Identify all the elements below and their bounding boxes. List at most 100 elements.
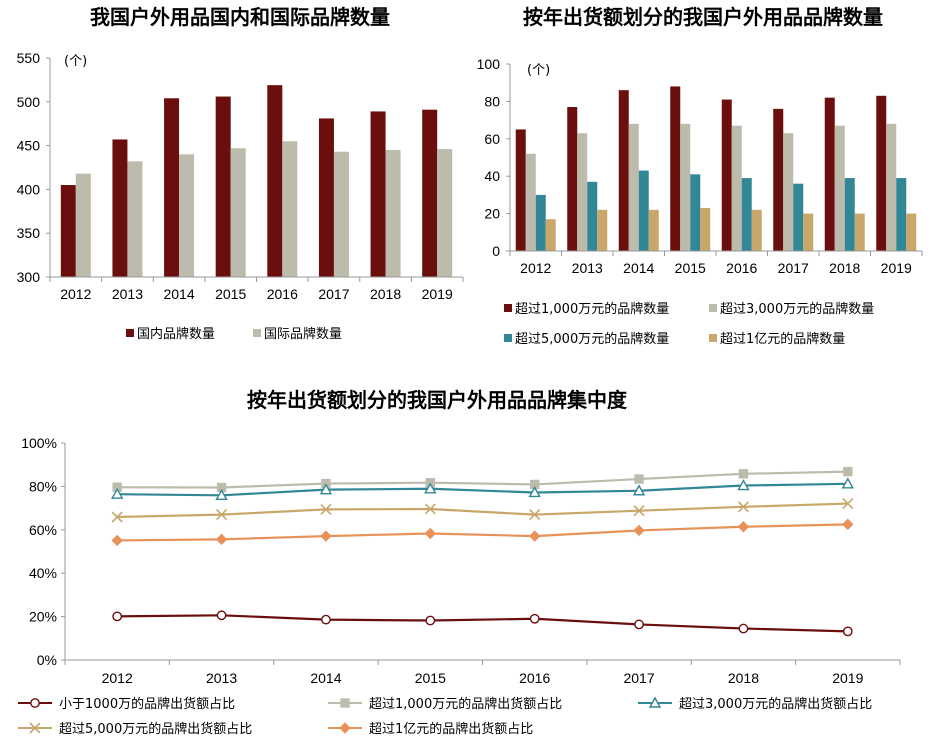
- legend-label: 超过5,000万元的品牌数量: [515, 331, 669, 347]
- x-tick-label: 2019: [832, 670, 863, 686]
- bar-2013-series-0: [567, 107, 578, 251]
- series-line-1: [117, 470, 848, 489]
- point-2012-series-0: [112, 611, 123, 622]
- legend-label: 超过3,000万元的品牌出货额占比: [679, 696, 872, 712]
- bar-2017-series-3: [803, 213, 814, 251]
- x-tick-label: 2018: [370, 286, 401, 302]
- bar-2018-series-0: [824, 97, 835, 251]
- bar-2019-series-3: [906, 213, 917, 251]
- point-2015-series-4: [424, 527, 437, 540]
- bar-2019-series-1: [437, 149, 453, 277]
- bar-2014-series-1: [628, 123, 639, 251]
- legend-label: 国际品牌数量: [264, 326, 342, 342]
- x-tick-label: 2013: [112, 286, 143, 302]
- series-line-4: [117, 523, 848, 542]
- x-tick-label: 2014: [163, 286, 194, 302]
- chart2-unit-label: (个): [527, 63, 550, 78]
- bar-2013-series-0: [112, 139, 128, 277]
- bar-2017-series-1: [783, 133, 794, 251]
- legend-swatch: [253, 329, 261, 337]
- point-2017-series-4: [633, 524, 645, 537]
- point-2019-series-1: [843, 466, 853, 477]
- chart-brand-concentration: 按年出货额划分的我国户外用品品牌集中度 0% 20% 40% 60% 80% 100% 20…: [18, 388, 901, 737]
- legend-label: 超过5,000万元的品牌出货额占比: [59, 721, 252, 737]
- y-tick-label: 0%: [37, 652, 57, 668]
- point-2017-series-0: [634, 619, 644, 630]
- bar-2015-series-0: [670, 86, 681, 251]
- x-tick-label: 2015: [415, 670, 446, 686]
- chart1-title: 我国户外用品国内和国际品牌数量: [90, 5, 390, 29]
- bar-2018-series-0: [370, 111, 386, 277]
- bar-2013-series-3: [597, 209, 608, 251]
- point-2015-series-2: [424, 482, 437, 494]
- x-tick-label: 2012: [520, 260, 551, 276]
- x-tick-label: 2012: [102, 670, 133, 686]
- bar-2014-series-3: [648, 209, 659, 251]
- y-tick-label: 0: [492, 243, 500, 259]
- legend-label: 超过1,000万元的品牌出货额占比: [369, 696, 562, 712]
- bar-2015-series-3: [700, 207, 711, 251]
- point-2012-series-4: [111, 534, 123, 547]
- y-tick-label: 400: [17, 181, 41, 197]
- x-tick-label: 2019: [422, 286, 453, 302]
- legend-swatch: [504, 334, 512, 342]
- bar-2012-series-2: [535, 194, 546, 251]
- point-2014-series-3: [320, 503, 332, 515]
- legend-swatch: [126, 329, 134, 337]
- point-2014-series-4: [320, 530, 332, 542]
- bar-2012-series-0: [60, 185, 76, 277]
- bar-2018-series-3: [854, 213, 865, 251]
- y-tick-label: 80%: [29, 478, 57, 494]
- series-line-2: [117, 482, 848, 497]
- bar-2019-series-0: [422, 109, 438, 278]
- y-tick-label: 550: [17, 50, 41, 66]
- y-tick-label: 100%: [21, 435, 57, 451]
- x-tick-label: 2014: [310, 670, 341, 686]
- bar-2019-series-1: [886, 123, 897, 251]
- point-2014-series-0: [321, 614, 331, 625]
- point-2014-series-2: [319, 483, 333, 495]
- point-2018-series-4: [737, 521, 750, 533]
- bar-2014-series-0: [164, 98, 180, 278]
- point-2013-series-3: [215, 509, 228, 521]
- legend-swatch: [504, 304, 512, 312]
- point-2016-series-3: [529, 509, 541, 521]
- legend-label: 小于1000万的品牌出货额占比: [59, 696, 235, 712]
- legend-label: 超过3,000万元的品牌数量: [720, 301, 874, 317]
- point-2019-series-2: [841, 477, 855, 489]
- bar-2016-series-0: [721, 99, 732, 251]
- bar-2018-series-1: [385, 149, 401, 277]
- chart3-title: 按年出货额划分的我国户外用品品牌集中度: [247, 388, 628, 412]
- y-tick-label: 20: [484, 206, 500, 222]
- legend-marker: [29, 722, 41, 734]
- bar-2014-series-1: [179, 154, 195, 277]
- y-tick-label: 300: [17, 269, 41, 285]
- point-2018-series-1: [738, 469, 749, 479]
- x-tick-label: 2014: [623, 260, 654, 276]
- x-tick-label: 2012: [60, 286, 91, 302]
- legend-label: 国内品牌数量: [137, 326, 215, 342]
- x-tick-label: 2019: [881, 260, 912, 276]
- x-tick-label: 2013: [206, 670, 237, 686]
- bar-2012-series-1: [525, 153, 536, 251]
- bar-2017-series-0: [773, 108, 784, 251]
- bar-2012-series-1: [75, 173, 91, 277]
- bar-2016-series-0: [267, 85, 283, 277]
- legend-swatch: [709, 334, 717, 342]
- chart1-unit-label: (个): [64, 54, 87, 69]
- bar-2012-series-3: [545, 219, 556, 251]
- bar-2018-series-1: [834, 125, 845, 251]
- y-tick-label: 60: [484, 131, 500, 147]
- bar-2013-series-1: [127, 161, 143, 277]
- point-2019-series-0: [842, 626, 853, 637]
- x-tick-label: 2015: [675, 260, 706, 276]
- bar-2016-series-3: [751, 209, 762, 251]
- bar-2018-series-2: [844, 178, 855, 251]
- legend-marker: [30, 698, 40, 708]
- legend-swatch: [709, 304, 717, 312]
- y-tick-label: 20%: [29, 609, 57, 625]
- bar-2012-series-0: [515, 129, 526, 251]
- point-2016-series-4: [528, 530, 541, 542]
- x-tick-label: 2016: [519, 670, 550, 686]
